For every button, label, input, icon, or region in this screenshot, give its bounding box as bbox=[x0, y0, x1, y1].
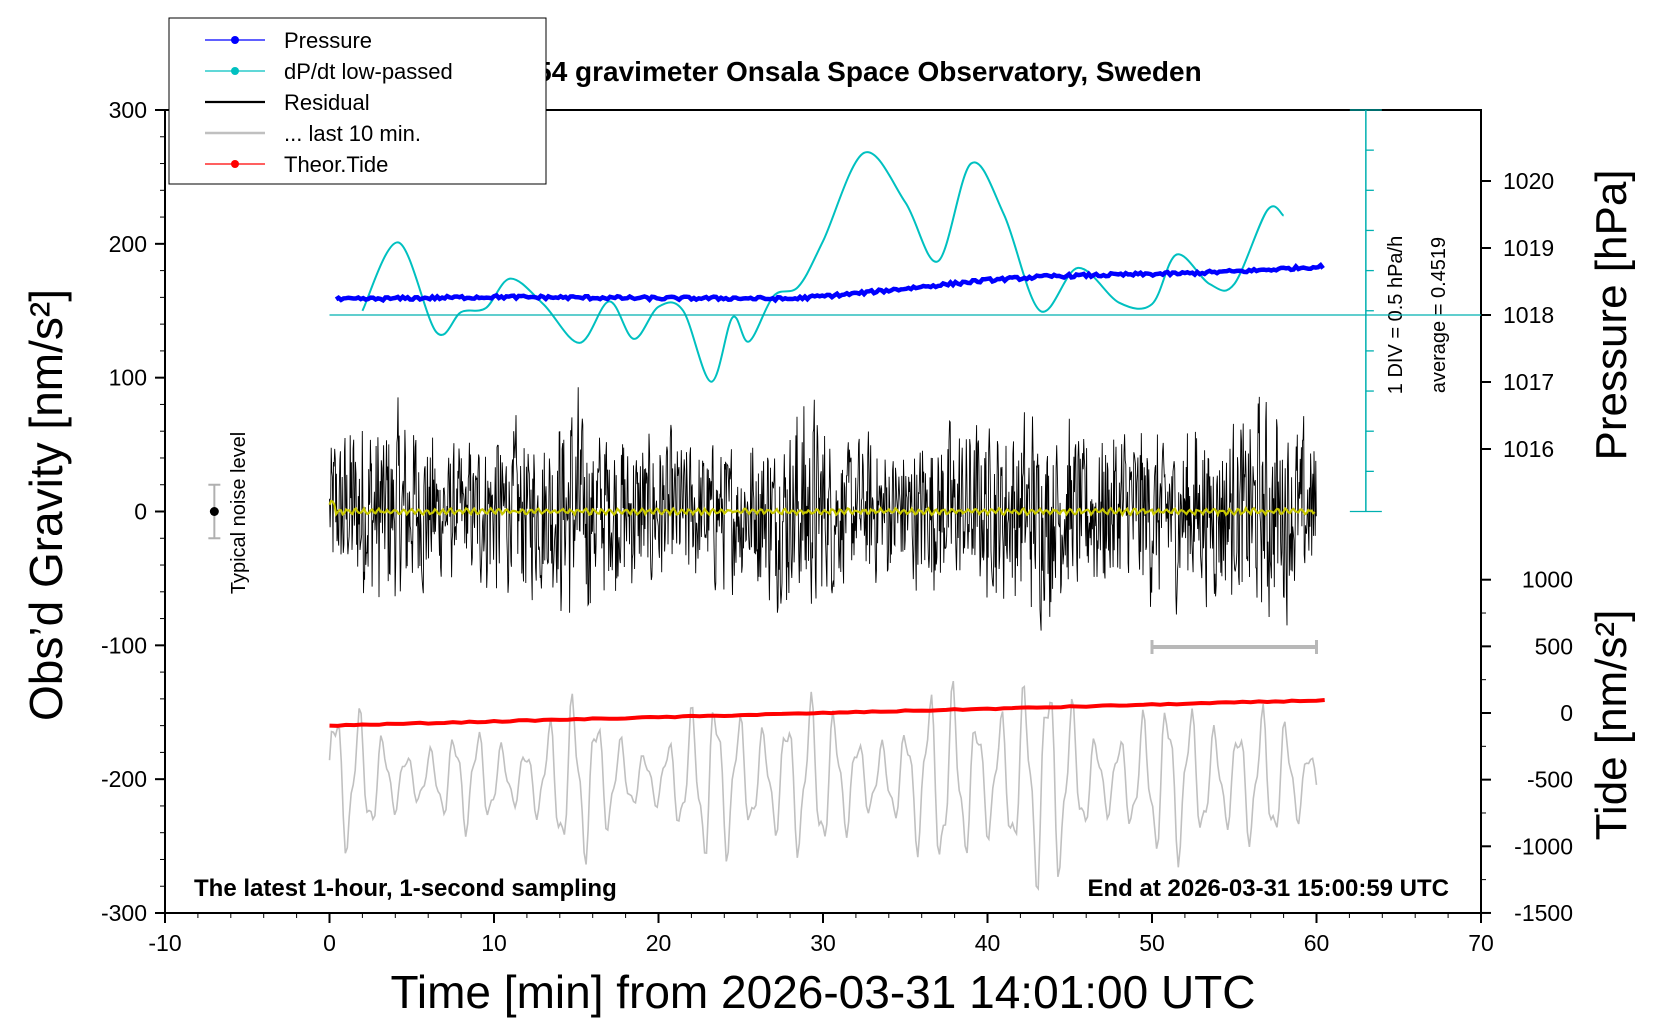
end-time-note: End at 2026-03-31 15:00:59 UTC bbox=[1088, 875, 1450, 902]
residual-smoothed-series bbox=[328, 499, 1316, 518]
x-tick-label: 60 bbox=[1304, 930, 1330, 956]
x-tick-label: 10 bbox=[481, 930, 507, 956]
tide-tick-label: -500 bbox=[1527, 767, 1573, 793]
y-axis-title-left: Obs’d Gravity [nm/s²] bbox=[20, 289, 72, 721]
y-tick-label: 0 bbox=[134, 499, 147, 525]
y-axis-title-pressure: Pressure [hPa] bbox=[1587, 169, 1636, 460]
x-tick-label: 0 bbox=[323, 930, 336, 956]
y-tick-label: 200 bbox=[109, 231, 147, 257]
y-tick-label: 100 bbox=[109, 365, 147, 391]
x-tick-label: 30 bbox=[810, 930, 836, 956]
pressure-tick-label: 1020 bbox=[1503, 168, 1554, 194]
y-tick-label: -100 bbox=[101, 632, 147, 658]
tide-tick-label: 0 bbox=[1560, 700, 1573, 726]
theor-tide-series bbox=[329, 698, 1325, 728]
chart-title: SCG_054 gravimeter Onsala Space Observat… bbox=[444, 56, 1201, 87]
legend-label: Theor.Tide bbox=[284, 152, 388, 177]
legend: Pressure dP/dt low-passed Residual ... last… bbox=[168, 17, 547, 185]
legend-label: dP/dt low-passed bbox=[284, 59, 453, 84]
pressure-tick-label: 1017 bbox=[1503, 369, 1554, 395]
tide-tick-label: 1000 bbox=[1522, 567, 1573, 593]
pressure-series bbox=[334, 262, 1325, 304]
y-tick-label: -200 bbox=[101, 766, 147, 792]
tide-tick-label: 500 bbox=[1535, 633, 1573, 659]
pressure-tick-label: 1016 bbox=[1503, 436, 1554, 462]
y-axis-title-tide: Tide [nm/s²] bbox=[1587, 610, 1636, 841]
legend-marker bbox=[231, 160, 239, 168]
x-tick-label: 50 bbox=[1139, 930, 1165, 956]
legend-label: Pressure bbox=[284, 28, 372, 53]
pressure-tick-label: 1018 bbox=[1503, 302, 1554, 328]
dpdt-series bbox=[361, 151, 1285, 383]
residual-series bbox=[329, 387, 1317, 631]
sampling-note: The latest 1-hour, 1-second sampling bbox=[194, 875, 617, 902]
y-tick-label: -300 bbox=[101, 900, 147, 926]
tide-tick-label: -1500 bbox=[1514, 900, 1573, 926]
noise-bar-center bbox=[209, 507, 219, 516]
noise-level-label: Typical noise level bbox=[228, 432, 250, 594]
legend-label: Residual bbox=[284, 90, 370, 115]
y-tick-label: 300 bbox=[109, 97, 147, 123]
legend-marker bbox=[231, 36, 239, 44]
x-tick-label: 20 bbox=[646, 930, 672, 956]
last-10-min-series bbox=[328, 680, 1318, 891]
pressure-tick-label: 1019 bbox=[1503, 235, 1554, 261]
x-tick-label: 40 bbox=[975, 930, 1001, 956]
x-axis-title: Time [min] from 2026-03-31 14:01:00 UTC bbox=[391, 966, 1256, 1018]
x-tick-label: 70 bbox=[1468, 930, 1494, 956]
x-tick-label: -10 bbox=[148, 930, 181, 956]
tide-tick-label: -1000 bbox=[1514, 833, 1573, 859]
legend-label: ... last 10 min. bbox=[284, 121, 421, 146]
legend-marker bbox=[231, 67, 239, 75]
